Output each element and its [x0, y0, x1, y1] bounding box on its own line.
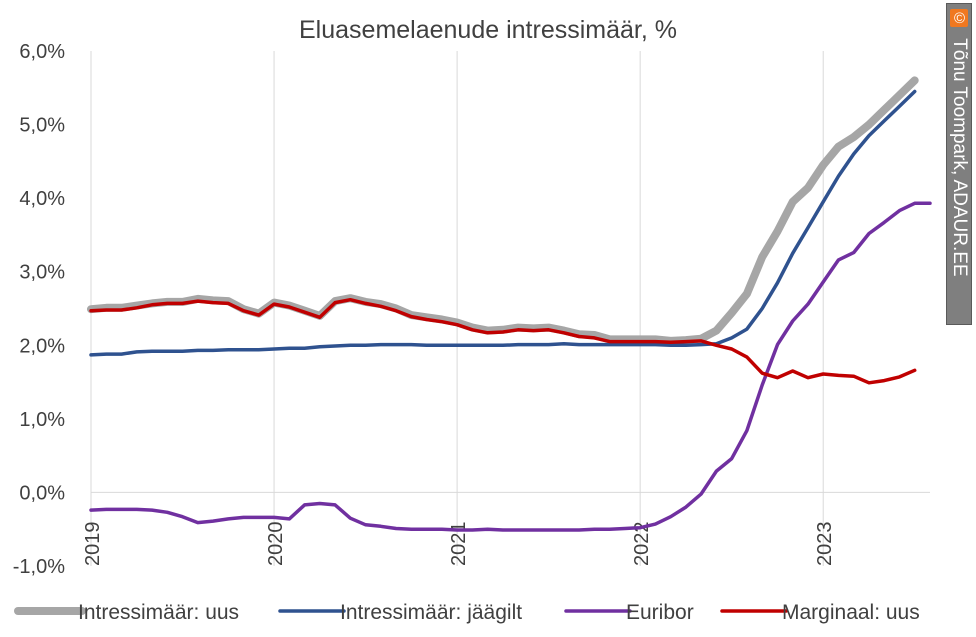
- copyright-icon: ©: [950, 9, 968, 27]
- y-tick-label: 2,0%: [19, 335, 65, 357]
- series-lines: [87, 76, 932, 532]
- y-tick-label: -1,0%: [13, 556, 65, 578]
- x-tick-label: 2020: [265, 522, 287, 567]
- x-axis-tick-labels: 2019 2020 2021 2022 2023: [82, 522, 836, 567]
- credit-text: Tõnu Toompark, ADAUR.EE: [949, 38, 970, 277]
- legend-label: Marginaal: uus: [782, 601, 920, 624]
- legend-label: Euribor: [626, 601, 694, 624]
- x-tick-label: 2023: [814, 522, 836, 567]
- series-line-1: [89, 89, 917, 357]
- y-tick-label: 3,0%: [19, 262, 65, 284]
- y-tick-label: 4,0%: [19, 188, 65, 210]
- y-tick-label: 1,0%: [19, 409, 65, 431]
- vertical-gridlines: [90, 51, 930, 566]
- credit-label: © Tõnu Toompark, ADAUR.EE: [946, 3, 972, 325]
- legend-label: Intressimäär: uus: [78, 601, 239, 624]
- y-tick-label: 5,0%: [19, 115, 65, 137]
- legend-label: Intressimäär: jäägilt: [340, 601, 522, 624]
- chart-title: Eluasemelaenude intressimäär, %: [299, 16, 677, 44]
- x-tick-label: 2021: [448, 522, 470, 567]
- series-line-3: [89, 297, 917, 385]
- y-tick-label: 0,0%: [19, 482, 65, 504]
- y-axis-tick-labels: 6,0% 5,0% 4,0% 3,0% 2,0% 1,0% 0,0% -1,0%: [13, 41, 65, 578]
- series-line-2: [89, 201, 932, 532]
- legend: Intressimäär: uus Intressimäär: jäägilt Eu…: [14, 601, 920, 624]
- x-tick-label: 2022: [631, 522, 653, 567]
- x-tick-label: 2019: [82, 522, 104, 567]
- credit-box: [946, 3, 972, 325]
- y-tick-label: 6,0%: [19, 41, 65, 63]
- series-line-0: [87, 76, 919, 345]
